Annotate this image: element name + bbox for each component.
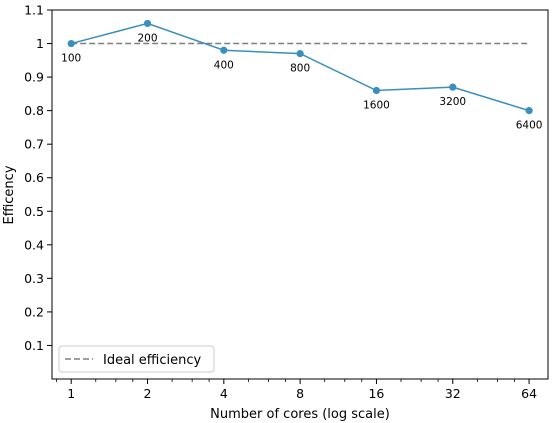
y-tick-label: 0.1 <box>24 338 44 353</box>
y-tick-label: 0.3 <box>24 271 44 286</box>
data-point <box>67 39 75 48</box>
data-point-label: 3200 <box>439 96 466 108</box>
y-tick-label: 0.4 <box>24 237 44 252</box>
data-point <box>525 107 533 115</box>
legend-box <box>58 345 215 373</box>
legend-label-ideal-efficiency: Ideal efficiency <box>103 353 202 368</box>
data-point-label: 6400 <box>516 120 543 132</box>
y-tick-label: 1 <box>36 36 44 51</box>
y-tick-label: 0.2 <box>24 304 44 319</box>
y-tick-label: 0.7 <box>24 137 44 152</box>
series-layer <box>67 19 533 115</box>
y-tick-label: 0.6 <box>24 170 44 185</box>
x-tick-label: 2 <box>144 386 152 401</box>
legend: Ideal efficiency <box>58 345 215 373</box>
data-point-label: 200 <box>137 32 157 44</box>
x-axis-label: Number of cores (log scale) <box>210 407 390 422</box>
y-tick-label: 0.9 <box>24 70 44 85</box>
x-tick-label: 8 <box>296 386 304 401</box>
data-point <box>372 86 381 95</box>
y-tick-label: 0.8 <box>24 103 44 118</box>
data-point <box>296 50 304 58</box>
x-tick-label: 64 <box>521 386 537 401</box>
data-point <box>449 83 457 91</box>
plot-frame <box>51 9 549 380</box>
x-tick-label: 4 <box>220 386 228 401</box>
ticks-layer: 1 2 4 8 16 32 64 0.1 0.2 0.3 0.4 0.5 0.6 0.7 0.8 0.9 1 1.… <box>24 3 537 402</box>
data-point <box>143 19 152 28</box>
data-point-label: 800 <box>290 63 310 75</box>
y-tick-label: 1.1 <box>24 3 44 18</box>
x-tick-label: 32 <box>445 386 461 401</box>
data-point-label: 100 <box>61 53 81 65</box>
y-axis-label: Efficency <box>2 165 17 224</box>
data-point-label: 400 <box>214 59 234 71</box>
y-tick-label: 0.5 <box>24 204 44 219</box>
data-point-label: 1600 <box>363 100 390 112</box>
point-labels-layer: 100 200 400 800 1600 3200 6400 <box>61 32 542 131</box>
x-tick-label: 1 <box>67 386 75 401</box>
data-point <box>220 46 228 54</box>
x-tick-label: 16 <box>368 386 384 401</box>
